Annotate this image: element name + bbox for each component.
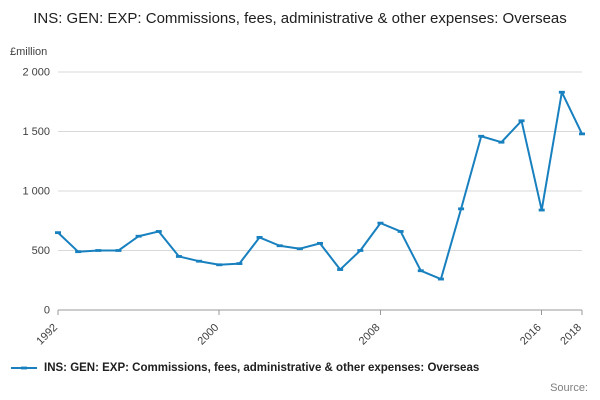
source-label: Source: (550, 382, 588, 394)
svg-text:0: 0 (44, 305, 50, 317)
svg-text:500: 500 (32, 245, 50, 257)
svg-text:2000: 2000 (196, 322, 222, 346)
chart-title: INS: GEN: EXP: Commissions, fees, admini… (33, 10, 567, 27)
y-axis-unit-label: £million (10, 46, 48, 58)
svg-text:1992: 1992 (34, 322, 60, 346)
svg-text:2016: 2016 (518, 322, 544, 346)
legend-line-marker-icon (11, 366, 37, 370)
svg-text:2 000: 2 000 (22, 67, 50, 79)
line-chart: 0 500 1 000 1 500 2 000 1992 2000 2008 2016 2018 (22, 67, 585, 347)
svg-text:1 500: 1 500 (22, 126, 50, 138)
svg-text:2018: 2018 (558, 322, 584, 346)
legend-label: INS: GEN: EXP: Commissions, fees, admini… (44, 362, 480, 374)
svg-text:1 000: 1 000 (22, 186, 50, 198)
legend: INS: GEN: EXP: Commissions, fees, admini… (10, 362, 595, 374)
svg-text:2008: 2008 (357, 322, 383, 346)
chart-area: 0 500 1 000 1 500 2 000 1992 2000 2008 2016 2018 (0, 58, 600, 347)
